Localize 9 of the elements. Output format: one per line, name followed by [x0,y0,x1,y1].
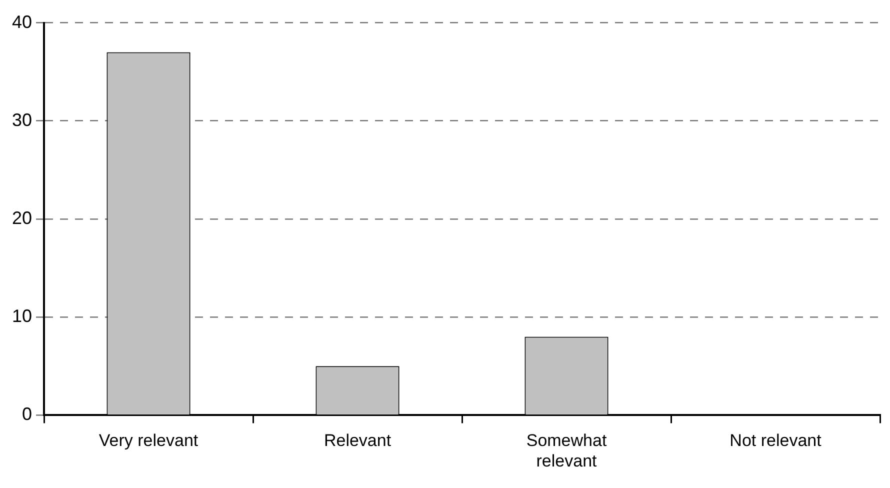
y-tick-label: 0 [22,404,32,424]
x-tick-label: Somewhat relevant [526,431,607,470]
y-tick-label: 30 [12,110,32,130]
y-tick-label: 20 [12,208,32,228]
x-tick-label: Very relevant [98,431,198,450]
x-tick-label: Not relevant [730,431,822,450]
y-tick-label: 40 [12,12,32,32]
y-tick-label: 10 [12,306,32,326]
x-tick-label: Relevant [324,431,392,450]
